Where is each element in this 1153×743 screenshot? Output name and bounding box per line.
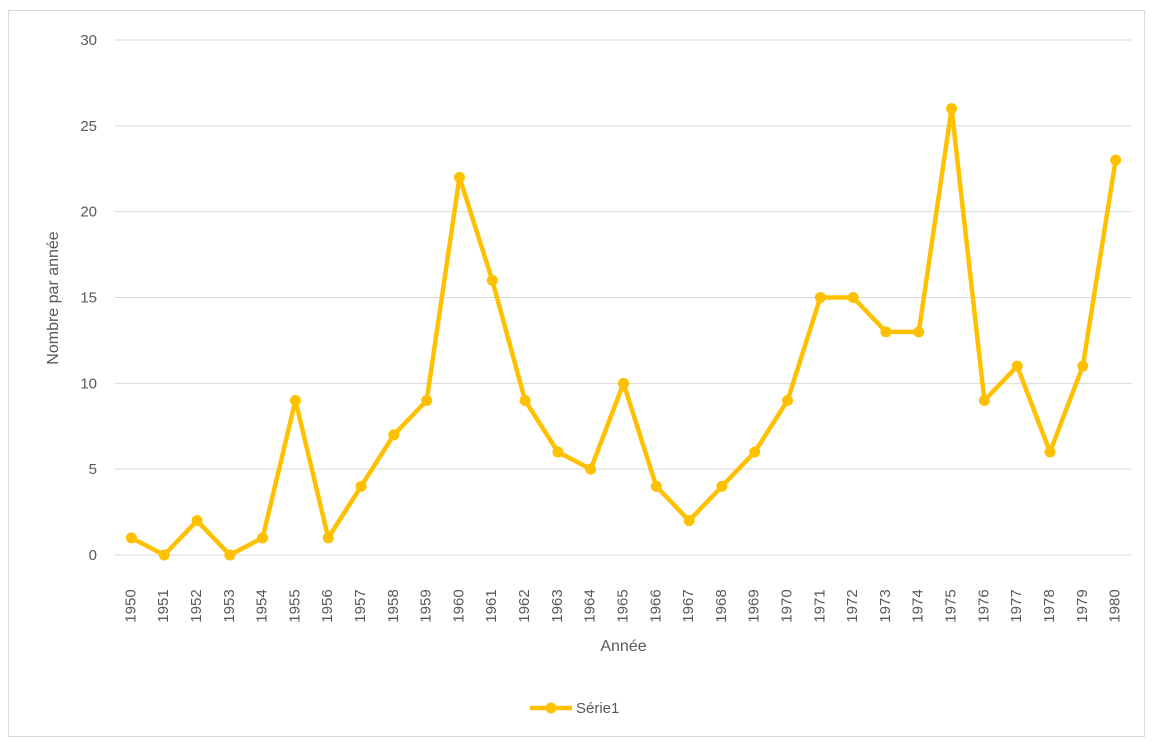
series-line xyxy=(129,106,1118,558)
data-point xyxy=(289,395,301,406)
gridlines xyxy=(115,39,1132,556)
data-point xyxy=(782,395,794,406)
y-axis-ticks: 0 5 10 15 20 25 30 xyxy=(80,32,97,564)
x-tick-label: 1970 xyxy=(779,589,796,622)
x-tick-label: 1968 xyxy=(713,589,730,622)
data-point xyxy=(946,103,958,115)
x-tick-label: 1967 xyxy=(680,589,697,622)
x-tick-label: 1977 xyxy=(1008,589,1025,622)
data-point xyxy=(618,377,629,389)
data-point xyxy=(519,395,531,406)
x-tick-label: 1973 xyxy=(877,589,894,622)
y-tick-label: 5 xyxy=(89,461,97,478)
x-tick-label: 1969 xyxy=(746,589,763,622)
x-tick-label: 1979 xyxy=(1074,589,1091,622)
x-tick-label: 1975 xyxy=(943,589,960,622)
x-tick-label: 1954 xyxy=(254,589,271,622)
data-point xyxy=(1044,446,1056,458)
x-tick-label: 1952 xyxy=(188,589,205,622)
data-point xyxy=(552,446,564,458)
x-axis-ticks: 1950 1951 1952 1953 1954 1955 1956 1957 1958 1959… xyxy=(122,589,1123,622)
data-point xyxy=(585,463,597,475)
data-point xyxy=(486,274,498,286)
y-tick-label: 25 xyxy=(80,118,97,135)
data-point xyxy=(453,171,465,183)
series-group xyxy=(125,103,1122,561)
data-point xyxy=(125,532,137,544)
data-point xyxy=(1110,154,1122,166)
data-point xyxy=(355,480,367,492)
x-tick-label: 1965 xyxy=(614,589,631,622)
data-point xyxy=(388,429,400,441)
x-tick-label: 1971 xyxy=(811,589,828,622)
legend: Série1 xyxy=(530,700,619,717)
data-point xyxy=(191,515,203,527)
x-tick-label: 1961 xyxy=(483,589,500,622)
x-tick-label: 1956 xyxy=(319,589,336,622)
x-tick-label: 1978 xyxy=(1041,589,1058,622)
y-tick-label: 15 xyxy=(80,290,97,307)
x-tick-label: 1953 xyxy=(221,589,238,622)
y-tick-label: 0 xyxy=(89,547,97,564)
x-tick-label: 1980 xyxy=(1107,589,1124,622)
data-point xyxy=(683,515,695,527)
y-tick-label: 30 xyxy=(80,32,97,49)
data-point xyxy=(224,549,236,561)
data-point xyxy=(1011,360,1023,372)
y-tick-label: 10 xyxy=(80,375,97,392)
x-tick-label: 1957 xyxy=(352,589,369,622)
data-point xyxy=(749,446,761,458)
x-tick-label: 1966 xyxy=(647,589,664,622)
legend-label: Série1 xyxy=(576,700,619,717)
y-axis-title: Nombre par année xyxy=(45,231,62,365)
x-tick-label: 1963 xyxy=(549,589,566,622)
data-point xyxy=(814,292,826,303)
legend-marker xyxy=(545,702,557,714)
data-point xyxy=(716,480,728,492)
x-tick-label: 1955 xyxy=(286,589,303,622)
x-tick-label: 1962 xyxy=(516,589,533,622)
data-point xyxy=(978,395,990,406)
x-tick-label: 1972 xyxy=(844,589,861,622)
data-point xyxy=(650,480,662,492)
x-tick-label: 1950 xyxy=(122,589,139,622)
data-point xyxy=(847,292,859,303)
x-tick-label: 1974 xyxy=(910,589,927,622)
x-tick-label: 1951 xyxy=(155,589,172,622)
x-tick-label: 1958 xyxy=(385,589,402,622)
data-point xyxy=(1077,360,1089,372)
data-point xyxy=(322,532,334,544)
data-point xyxy=(421,395,433,406)
data-point xyxy=(257,532,269,544)
x-axis-title: Année xyxy=(600,638,646,655)
y-tick-label: 20 xyxy=(80,204,97,221)
data-point xyxy=(880,326,892,338)
data-point xyxy=(913,326,925,338)
data-point xyxy=(158,549,170,561)
x-tick-label: 1964 xyxy=(582,589,599,622)
x-tick-label: 1976 xyxy=(975,589,992,622)
x-tick-label: 1959 xyxy=(418,589,435,622)
x-tick-label: 1960 xyxy=(450,589,467,622)
